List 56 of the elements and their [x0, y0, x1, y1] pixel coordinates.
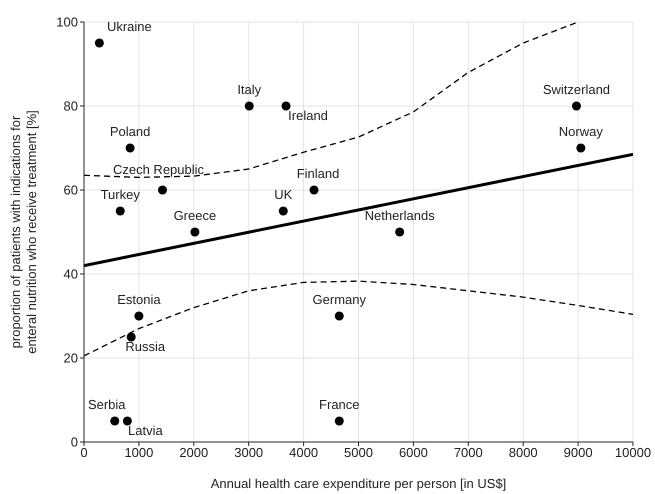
- y-tick-label: 20: [64, 350, 78, 366]
- x-tick-label: 10000: [614, 445, 652, 460]
- annotation: Germany: [312, 292, 367, 307]
- annotation: Turkey: [100, 187, 140, 202]
- x-axis-title: Annual health care expenditure per person [in US$]: [210, 476, 506, 491]
- point: [244, 101, 254, 111]
- x-tick-label: 2000: [179, 445, 208, 460]
- annotation: UK: [274, 187, 293, 202]
- point: [122, 416, 132, 426]
- point: [334, 416, 344, 426]
- point: [576, 143, 586, 153]
- line-series: [84, 280, 633, 357]
- annotation: Italy: [237, 82, 262, 97]
- point: [310, 185, 319, 195]
- point: [278, 206, 288, 216]
- x-tick-label: 5000: [344, 445, 373, 460]
- x-tick-label: 9000: [564, 445, 593, 460]
- point: [395, 227, 404, 237]
- point: [110, 416, 120, 426]
- y-tick-label: 0: [70, 434, 78, 450]
- point: [126, 143, 135, 153]
- point: [126, 332, 136, 342]
- point: [282, 101, 291, 111]
- annotation: France: [319, 397, 360, 412]
- point: [116, 206, 125, 216]
- annotation: Norway: [558, 124, 604, 139]
- annotation: Poland: [110, 124, 150, 139]
- annotation: Ireland: [288, 108, 328, 123]
- point: [158, 185, 168, 195]
- y-tick-label: 60: [64, 182, 78, 198]
- x-tick-label: 3000: [234, 445, 264, 460]
- y-tick-label: 80: [64, 98, 78, 114]
- x-tick-label: 7000: [454, 445, 483, 460]
- annotation: Serbia: [88, 397, 126, 412]
- point: [94, 38, 104, 48]
- annotation: Czech Republic: [112, 162, 205, 177]
- annotation: Greece: [174, 208, 216, 223]
- y-tick-label: 40: [64, 266, 78, 282]
- x-tick-label: 4000: [289, 445, 318, 460]
- point: [134, 311, 144, 321]
- annotation: Russia: [125, 339, 166, 354]
- point: [334, 311, 344, 321]
- annotation: Latvia: [128, 423, 164, 438]
- x-tick-label: 0: [80, 445, 88, 460]
- x-tick-label: 6000: [398, 445, 428, 460]
- point: [190, 227, 200, 237]
- annotation: Netherlands: [364, 208, 436, 223]
- x-tick-label: 1000: [124, 445, 154, 460]
- annotation: Estonia: [117, 292, 162, 307]
- annotation: Switzerland: [542, 82, 610, 97]
- point: [572, 101, 581, 111]
- annotation: Ukraine: [106, 19, 152, 34]
- y-tick-label: 100: [56, 14, 78, 30]
- x-tick-label: 8000: [508, 445, 538, 460]
- annotation: Finland: [296, 166, 340, 181]
- y-axis-title: proportion of patients with indications for enteral nutrition who receive treatment [%]: [8, 110, 39, 354]
